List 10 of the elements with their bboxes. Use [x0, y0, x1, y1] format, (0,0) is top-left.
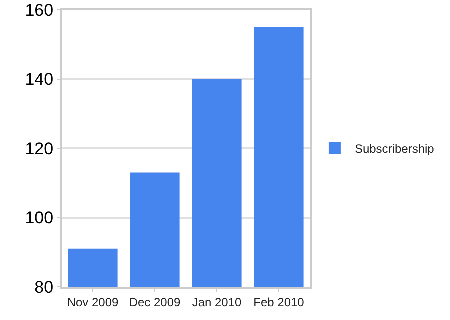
x-tick-label: Dec 2009: [129, 295, 182, 310]
x-tick-label: Nov 2009: [67, 295, 120, 310]
legend-label: Subscribership: [354, 142, 435, 156]
x-tick-label: Jan 2010: [192, 295, 242, 310]
x-tick-label: Feb 2010: [254, 295, 305, 310]
y-tick-label: 140: [25, 70, 54, 90]
y-tick-label: 120: [25, 139, 54, 158]
y-tick-label: 80: [34, 278, 54, 297]
y-tick-label: 100: [25, 208, 54, 228]
y-tick-label: 160: [25, 0, 54, 20]
